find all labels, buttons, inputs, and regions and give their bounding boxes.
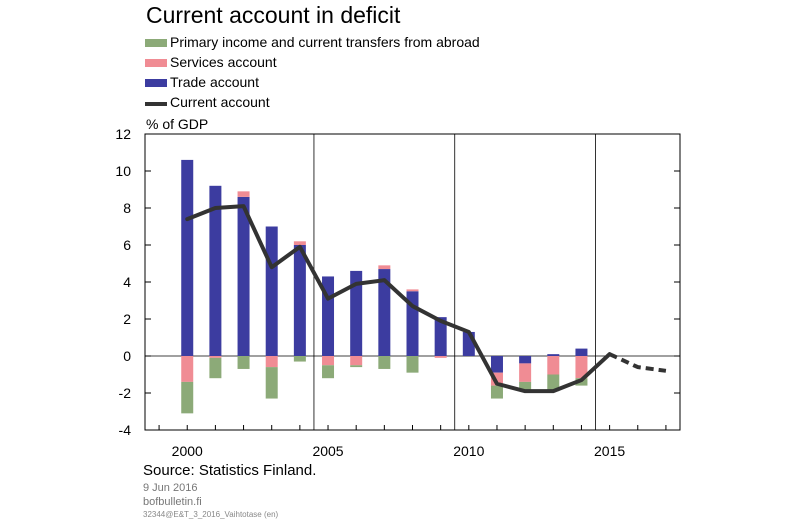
legend-label-services: Services account [170,54,277,70]
bar-services-2014 [575,356,588,379]
legend-label-trade: Trade account [170,74,259,90]
y-axis-label: % of GDP [146,116,209,132]
bar-primary-income-2002 [237,356,250,369]
x-tick-label: 2015 [594,443,625,459]
bar-trade-2006 [350,270,363,356]
bar-services-2004 [293,241,306,245]
bar-services-2000 [181,356,194,382]
bar-trade-2003 [265,226,278,356]
x-tick-label: 2000 [172,443,203,459]
bar-trade-2004 [293,245,306,356]
x-tick-label: 2005 [312,443,343,459]
site-note: bofbulletin.fi [143,496,202,508]
bar-trade-2001 [209,185,222,356]
bar-primary-income-2006 [350,365,363,368]
bar-trade-2000 [181,159,194,356]
chart-title: Current account in deficit [146,2,401,28]
bar-trade-2007 [378,269,391,356]
y-tick-label: 12 [115,126,131,142]
bar-services-2012 [519,363,532,382]
bar-services-2006 [350,356,363,366]
plot-frame [144,133,681,431]
bar-services-2001 [209,356,222,358]
bar-primary-income-2001 [209,357,222,379]
bar-primary-income-2007 [378,356,391,369]
bar-primary-income-2013 [547,374,560,392]
legend-label-current-account: Current account [170,94,270,110]
x-tick-label: 2010 [453,443,484,459]
bar-primary-income-2008 [406,356,419,373]
y-tick-label: 10 [115,163,131,179]
source-note: Source: Statistics Finland. [143,462,317,479]
legend-label-primary-income: Primary income and current transfers fro… [170,34,480,50]
y-tick-label: 2 [123,311,131,327]
bar-primary-income-2005 [322,365,335,379]
legend-line-current-account [145,102,167,106]
bar-primary-income-2012 [519,381,532,392]
bar-trade-2009 [434,317,447,356]
y-tick-label: 4 [123,274,131,290]
bar-trade-2012 [519,356,532,364]
legend-swatch-primary-income [145,39,167,47]
bar-services-2002 [237,191,250,197]
bar-services-2009 [434,356,447,358]
legend-swatch-services [145,59,167,67]
bar-services-2008 [406,289,419,292]
bar-primary-income-2000 [181,381,194,414]
y-tick-label: -4 [119,422,132,438]
bar-services-2007 [378,265,391,270]
bar-primary-income-2011 [490,385,503,399]
bar-services-2013 [547,356,560,375]
y-tick-label: -2 [119,385,132,401]
bar-primary-income-2004 [293,356,306,362]
current-account-line [185,204,612,394]
bar-trade-2002 [237,196,250,356]
current-account-forecast-line [608,352,667,373]
y-tick-label: 8 [123,200,131,216]
bar-primary-income-2003 [265,367,278,399]
y-tick-label: 6 [123,237,131,253]
date-note: 9 Jun 2016 [143,482,198,494]
bar-trade-2013 [547,354,560,356]
bar-services-2003 [265,356,278,368]
chart-code-note: 32344@E&T_3_2016_Vaihtotase (en) [143,510,279,519]
y-tick-label: 0 [123,348,131,364]
legend-swatch-trade [145,79,167,87]
bar-services-2005 [322,356,335,366]
bar-trade-2011 [490,356,503,373]
bar-trade-2014 [575,348,588,356]
